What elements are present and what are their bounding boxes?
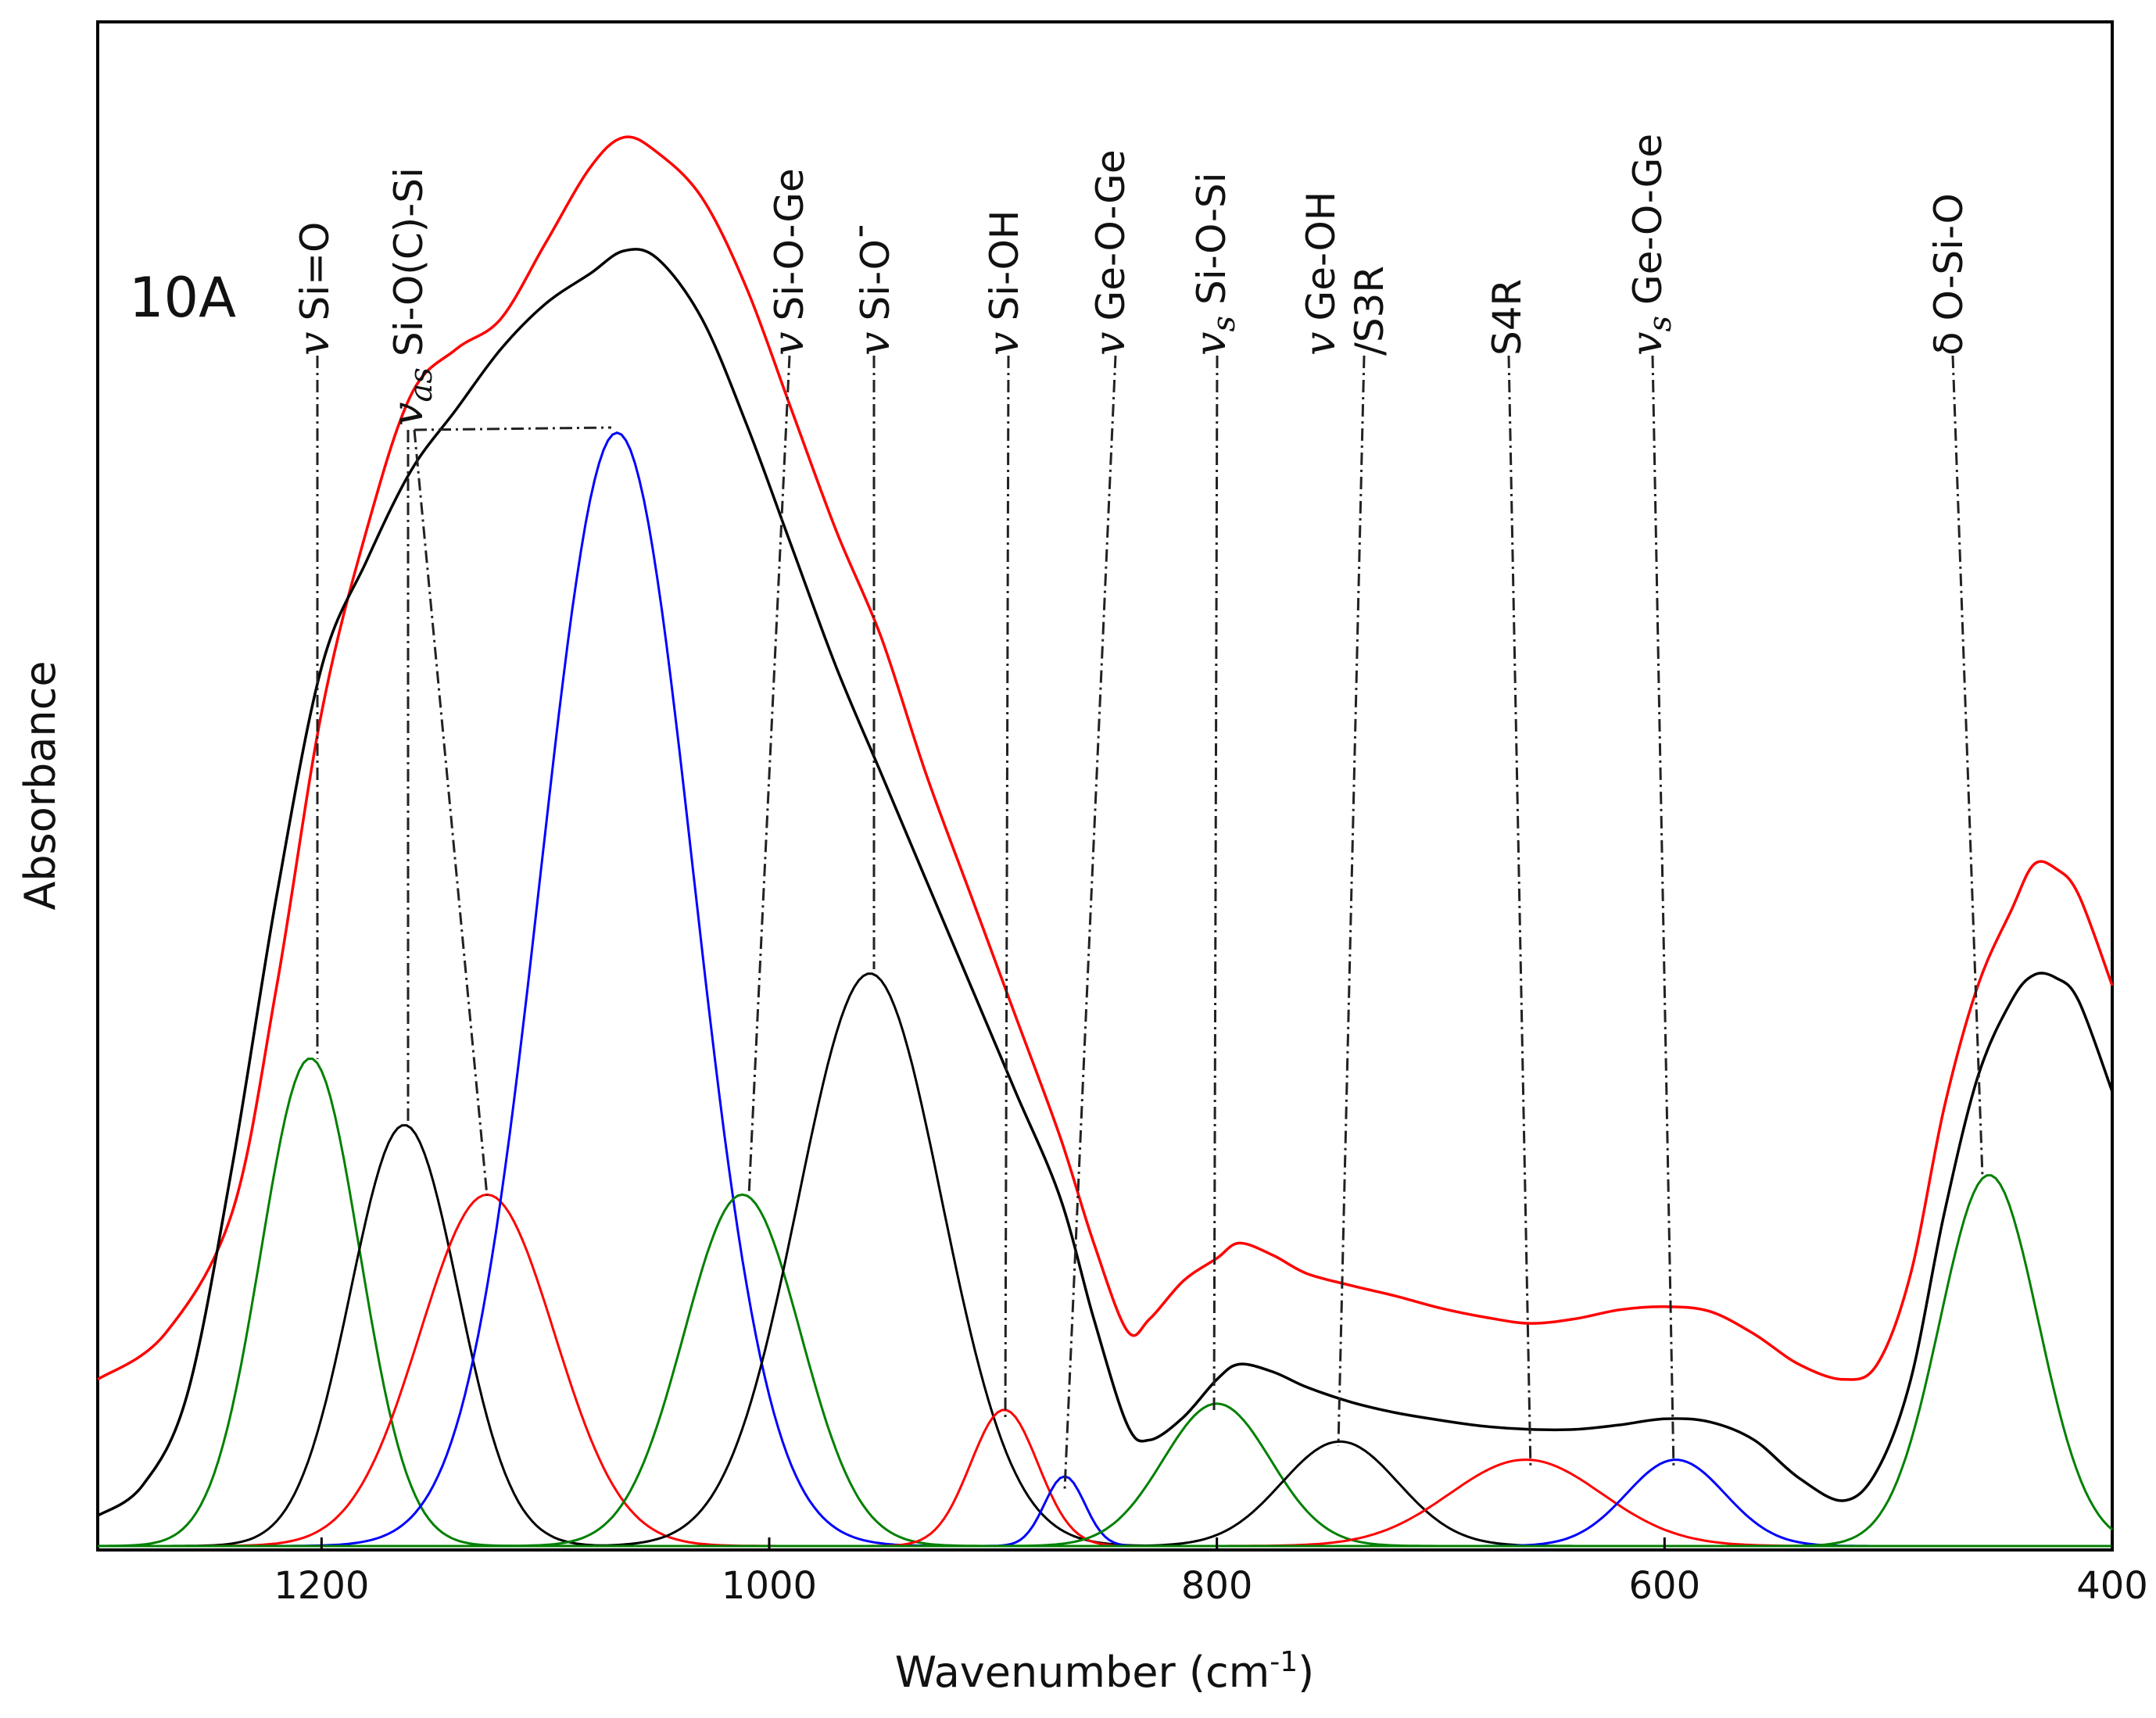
annotation-1-symbol: v	[383, 402, 432, 426]
band-10-line	[98, 1458, 2112, 1548]
annotation-4-symbol: v	[979, 331, 1028, 356]
annotation-6-subscript: s	[1206, 316, 1242, 332]
leader-line-3	[414, 426, 612, 431]
envelope-0-line	[97, 135, 2114, 1381]
annotation-9-subscript: s	[1642, 316, 1678, 332]
annotation-0: v Si=O	[289, 222, 338, 356]
leader-line-2	[413, 429, 489, 1197]
leader-line-11	[1651, 355, 1675, 1470]
leader-line-6	[1004, 355, 1010, 1419]
annotation-7-label: Ge-OH	[1298, 191, 1344, 321]
annotation-0-label: Si=O	[292, 222, 338, 321]
annotation-1-subscript: as	[403, 367, 439, 402]
annotation-7-symbol: v	[1295, 331, 1345, 356]
annotation-9: vs Ge-O-Ge	[1622, 134, 1678, 356]
annotation-9-text: vs Ge-O-Ge	[1622, 134, 1678, 356]
annotation-10-symbol: δ	[1926, 331, 1972, 356]
annotation-10: δ O-Si-O	[1926, 193, 1972, 356]
annotation-2-text: v Si-O-Ge	[764, 168, 813, 356]
band-1-line	[98, 1124, 2112, 1548]
leader-line-4	[747, 355, 791, 1197]
band-8-line	[98, 1402, 2112, 1548]
annotation-3-superscript: -	[836, 224, 881, 238]
annotation-5-symbol: v	[1085, 331, 1134, 356]
x-tick-label-1200: 1200	[274, 1564, 369, 1608]
annotation-2-label: Si-O-Ge	[767, 168, 812, 320]
annotation-6-symbol: v	[1186, 331, 1235, 356]
annotation-4-text: v Si-OH	[979, 209, 1028, 356]
band-0-line	[98, 1058, 2112, 1548]
band-11-line	[98, 1459, 2112, 1548]
leader-line-8	[1212, 355, 1219, 1412]
annotation-6-text: vs Si-O-Si	[1186, 172, 1242, 356]
annotation-3-text: v Si-O-	[836, 224, 899, 356]
annotation-8-text: S4R	[1484, 279, 1530, 356]
leader-line-12	[1951, 355, 1984, 1177]
annotation-9-label: Ge-O-Ge	[1625, 134, 1671, 305]
annotation-5: v Ge-O-Ge	[1085, 149, 1134, 356]
x-axis-title: Wavenumber (cm-1)	[895, 1646, 1314, 1697]
annotation-5-text: v Ge-O-Ge	[1085, 149, 1134, 356]
annotation-7: v Ge-OH/S3R	[1295, 191, 1392, 356]
annotation-7-label2: /S3R	[1347, 266, 1392, 356]
annotation-3-symbol: v	[850, 331, 899, 356]
leader-line-9	[1337, 355, 1366, 1447]
x-axis-title-main: Wavenumber (cm	[895, 1648, 1270, 1697]
annotation-9-symbol: v	[1622, 331, 1671, 356]
x-tick-label-800: 800	[1181, 1564, 1253, 1608]
annotation-10-label: O-Si-O	[1926, 193, 1972, 320]
annotation-4: v Si-OH	[979, 209, 1028, 356]
panel-label: 10A	[129, 266, 236, 330]
annotation-6: vs Si-O-Si	[1186, 172, 1242, 356]
annotation-4-label: Si-OH	[982, 209, 1027, 320]
x-axis-title-sup: -1	[1270, 1646, 1298, 1678]
annotation-2: v Si-O-Ge	[764, 168, 813, 356]
y-axis-title: Absorbance	[16, 660, 65, 910]
curves-layer	[97, 135, 2114, 1548]
annotation-0-symbol: v	[289, 331, 338, 356]
annotation-6-label: Si-O-Si	[1189, 172, 1234, 304]
annotation-8-label: S4R	[1484, 279, 1530, 356]
x-tick-label-600: 600	[1629, 1564, 1701, 1608]
annotation-3-label: Si-O	[853, 238, 898, 321]
envelope-1-line	[97, 248, 2114, 1517]
annotation-1: vas Si-O(C)-Si	[383, 167, 439, 426]
annotation-5-label: Ge-O-Ge	[1088, 149, 1134, 320]
x-axis: 1200 1000 800 600 400	[274, 1537, 2148, 1608]
leader-line-7	[1063, 355, 1117, 1490]
x-tick-label-1000: 1000	[722, 1564, 817, 1608]
x-tick-label-400: 400	[2076, 1564, 2148, 1608]
band-5-line	[98, 972, 2112, 1548]
annotation-0-text: v Si=O	[289, 222, 338, 356]
annotation-10-text: δ O-Si-O	[1926, 193, 1972, 356]
annotation-3: v Si-O-	[836, 224, 899, 356]
annotation-8: S4R	[1484, 279, 1530, 356]
annotation-leaders	[316, 355, 1984, 1490]
annotation-1-label: Si-O(C)-Si	[386, 167, 432, 356]
leader-line-10	[1507, 355, 1532, 1470]
annotation-2-symbol: v	[764, 331, 813, 356]
annotation-1-text: vas Si-O(C)-Si	[383, 167, 439, 426]
annotation-7-text: v Ge-OH	[1295, 191, 1345, 356]
plot-frame	[96, 20, 2114, 1552]
x-axis-title-close: )	[1298, 1648, 1314, 1697]
